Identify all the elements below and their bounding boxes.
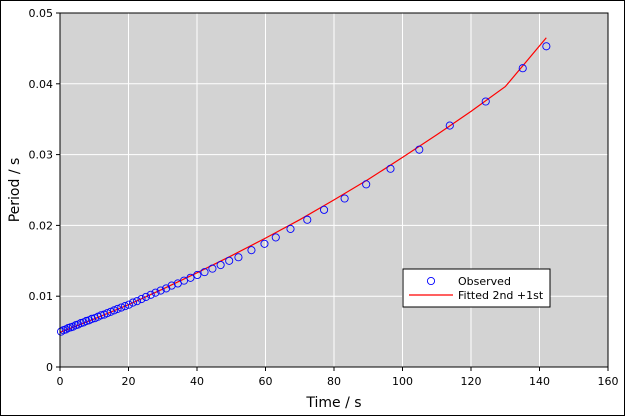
legend-observed-label: Observed [458, 275, 511, 288]
observed-point [103, 309, 112, 318]
observed-point [303, 215, 312, 224]
observed-point [97, 311, 106, 320]
observed-point [481, 97, 490, 106]
observed-point [415, 145, 424, 154]
observed-point [179, 276, 189, 285]
observed-point [200, 268, 209, 277]
observed-point [146, 290, 155, 299]
observed-point [56, 327, 66, 336]
legend-box [402, 268, 551, 308]
x-tick-label: 120 [461, 375, 482, 388]
observed-point [518, 64, 527, 73]
x-axis-title: Time / s [305, 395, 361, 411]
legend-observed-marker [426, 276, 436, 286]
observed-point [110, 306, 119, 315]
observed-points-layer [56, 42, 551, 336]
plot-frame [59, 12, 609, 368]
observed-point [151, 288, 160, 297]
x-tick-label: 140 [529, 375, 550, 388]
observed-point [286, 224, 295, 233]
x-tick-label: 60 [259, 375, 273, 388]
observed-point [128, 298, 138, 307]
legend: Observed Fitted 2nd +1st [402, 268, 551, 308]
observed-point [117, 303, 126, 312]
y-axis-title: Period / s [7, 158, 23, 223]
x-tick-label: 0 [57, 375, 64, 388]
y-tick-label: 0.04 [29, 78, 54, 91]
observed-point [87, 314, 96, 323]
observed-point [234, 253, 243, 262]
observed-point [156, 286, 165, 295]
observed-point [225, 256, 234, 265]
observed-point [260, 239, 269, 248]
x-tick-label: 80 [327, 375, 341, 388]
observed-point [445, 121, 454, 130]
observed-point [193, 270, 202, 280]
observed-point [542, 42, 551, 51]
x-tick-label: 40 [190, 375, 204, 388]
observed-point [167, 281, 176, 290]
observed-point [186, 273, 195, 282]
observed-point [113, 304, 122, 313]
observed-point [386, 164, 395, 173]
legend-fitted-label: Fitted 2nd +1st [458, 289, 544, 302]
y-tick-label: 0.01 [29, 290, 54, 303]
observed-point [216, 260, 225, 270]
y-tick-label: 0.02 [29, 219, 54, 232]
y-tick-label: 0 [46, 361, 53, 374]
observed-point [137, 294, 146, 304]
observed-point [362, 180, 371, 189]
y-tick-label: 0.03 [29, 149, 54, 162]
observed-point [141, 292, 151, 301]
x-tick-label: 160 [598, 375, 619, 388]
observed-point [247, 246, 256, 255]
axis-ticks: 0 20 40 60 80 100 120 140 160 0 0.01 0.02 0.03 0.04 0.… [29, 7, 619, 388]
observed-point [106, 307, 115, 316]
x-tick-label: 100 [392, 375, 413, 388]
observed-point [271, 233, 280, 242]
observed-point [133, 297, 142, 306]
observed-point [124, 300, 133, 309]
y-tick-label: 0.05 [29, 7, 54, 20]
observed-point [61, 325, 70, 334]
observed-point [320, 205, 329, 214]
observed-point [340, 194, 349, 203]
observed-point [208, 264, 217, 273]
observed-point [121, 302, 130, 311]
x-tick-label: 20 [122, 375, 136, 388]
